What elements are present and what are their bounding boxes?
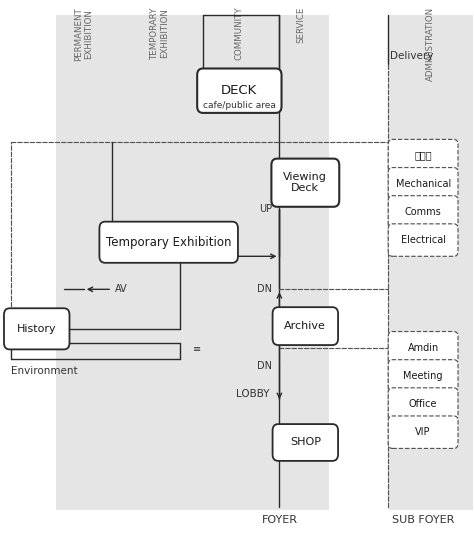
- FancyBboxPatch shape: [388, 196, 458, 228]
- Bar: [273, 15, 329, 510]
- Text: Temporary Exhibition: Temporary Exhibition: [106, 236, 231, 249]
- FancyBboxPatch shape: [388, 416, 458, 448]
- Text: DN: DN: [257, 361, 273, 370]
- Text: ≡: ≡: [193, 344, 201, 354]
- Text: TEMPORARY
EXHIBITION: TEMPORARY EXHIBITION: [150, 7, 169, 59]
- Text: SERVICE: SERVICE: [296, 7, 305, 43]
- Text: cafe/public area: cafe/public area: [203, 101, 276, 110]
- FancyBboxPatch shape: [388, 360, 458, 392]
- Text: Amdin: Amdin: [408, 343, 439, 353]
- Text: Viewing
Deck: Viewing Deck: [283, 172, 327, 194]
- Text: FOYER: FOYER: [261, 515, 297, 525]
- FancyBboxPatch shape: [273, 307, 338, 345]
- Text: 정리실: 정리실: [414, 151, 432, 160]
- Text: VIP: VIP: [415, 427, 431, 437]
- Bar: [206, 15, 273, 510]
- Text: COMMUNITY: COMMUNITY: [235, 7, 244, 60]
- Text: Archive: Archive: [284, 321, 326, 331]
- Bar: [388, 15, 473, 510]
- Text: Office: Office: [409, 399, 438, 409]
- Text: Electrical: Electrical: [401, 235, 446, 245]
- FancyBboxPatch shape: [100, 221, 238, 263]
- Text: AV: AV: [115, 285, 127, 294]
- FancyBboxPatch shape: [4, 308, 70, 349]
- FancyBboxPatch shape: [388, 168, 458, 200]
- Text: DECK: DECK: [221, 84, 257, 97]
- FancyBboxPatch shape: [388, 224, 458, 256]
- Text: Delivery: Delivery: [390, 51, 434, 60]
- Text: SUB FOYER: SUB FOYER: [392, 515, 454, 525]
- Text: PERMANENT
EXHIBITION: PERMANENT EXHIBITION: [74, 7, 93, 60]
- Bar: [55, 15, 112, 510]
- Text: UP: UP: [259, 203, 273, 214]
- Text: LOBBY: LOBBY: [236, 389, 269, 399]
- Text: ADMINISTRATION: ADMINISTRATION: [426, 7, 435, 81]
- Bar: [112, 15, 206, 510]
- FancyBboxPatch shape: [388, 388, 458, 421]
- FancyBboxPatch shape: [388, 139, 458, 172]
- Text: Mechanical: Mechanical: [395, 179, 451, 189]
- Text: Meeting: Meeting: [403, 371, 443, 381]
- Text: History: History: [17, 324, 56, 334]
- FancyBboxPatch shape: [272, 159, 339, 207]
- FancyBboxPatch shape: [197, 69, 282, 113]
- Text: Comms: Comms: [405, 207, 441, 217]
- FancyBboxPatch shape: [388, 331, 458, 364]
- Text: Environment: Environment: [11, 366, 77, 375]
- FancyBboxPatch shape: [273, 424, 338, 461]
- Text: DN: DN: [257, 285, 273, 294]
- Text: SHOP: SHOP: [290, 437, 321, 448]
